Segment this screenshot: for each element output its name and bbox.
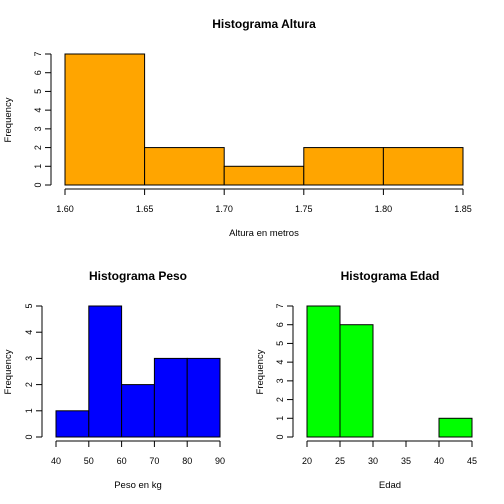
altura-y-tick-label: 4: [33, 108, 43, 113]
edad-y-tick-label: 0: [275, 434, 285, 439]
peso-y-tick-label: 4: [24, 330, 34, 335]
altura-bar: [382, 147, 464, 186]
edad-chart-title: Histograma Edad: [341, 269, 440, 283]
edad-y-tick-label: 5: [275, 341, 285, 346]
peso-histogram-panel: Histograma Peso Peso en kg Frequency 40 5…: [3, 269, 225, 491]
edad-y-axis-label: Frequency: [255, 349, 266, 394]
altura-y-tick-label: 3: [33, 126, 43, 131]
altura-histogram-panel: Histograma Altura Altura en metros Frequ…: [3, 17, 472, 239]
altura-y-axis-label: Frequency: [3, 97, 14, 142]
altura-x-tick-label: 1.80: [375, 204, 393, 214]
altura-x-axis: 1.60 1.65 1.70 1.75 1.80 1.85: [56, 188, 472, 214]
peso-x-tick-label: 90: [215, 456, 225, 466]
altura-x-tick-label: 1.60: [56, 204, 74, 214]
edad-bars: [306, 305, 473, 438]
peso-x-tick-label: 40: [51, 456, 61, 466]
peso-y-axis: 0 1 2 3 4 5: [24, 303, 43, 440]
edad-x-tick-label: 35: [401, 456, 411, 466]
altura-bars: [64, 53, 464, 186]
altura-x-tick-label: 1.85: [454, 204, 472, 214]
altura-y-tick-label: 6: [33, 70, 43, 75]
peso-x-tick-label: 70: [149, 456, 159, 466]
edad-histogram-panel: Histograma Edad Edad Frequency 20 25 30 35 4…: [255, 269, 477, 491]
altura-y-tick-label: 2: [33, 145, 43, 150]
altura-bar: [303, 147, 384, 186]
edad-bar: [339, 324, 374, 438]
edad-bar: [438, 417, 473, 438]
peso-x-tick-label: 50: [84, 456, 94, 466]
edad-x-axis-label: Edad: [379, 480, 401, 491]
edad-y-axis: 0 1 2 3 4 5 6 7: [275, 303, 294, 440]
peso-y-tick-label: 3: [24, 356, 34, 361]
altura-x-axis-label: Altura en metros: [229, 228, 299, 239]
peso-bar: [55, 410, 90, 438]
peso-y-tick-label: 2: [24, 382, 34, 387]
peso-bar: [186, 357, 221, 438]
edad-y-tick-label: 6: [275, 322, 285, 327]
peso-x-axis: 40 50 60 70 80 90: [51, 440, 225, 466]
peso-x-axis-label: Peso en kg: [114, 480, 162, 491]
altura-chart-title: Histograma Altura: [212, 17, 316, 31]
altura-y-tick-label: 0: [33, 182, 43, 187]
edad-x-tick-label: 45: [467, 456, 477, 466]
altura-x-tick-label: 1.70: [215, 204, 233, 214]
peso-y-axis-label: Frequency: [3, 349, 14, 394]
edad-y-tick-label: 4: [275, 360, 285, 365]
altura-y-tick-label: 1: [33, 164, 43, 169]
peso-x-tick-label: 60: [117, 456, 127, 466]
edad-x-tick-label: 20: [302, 456, 312, 466]
peso-bar: [121, 384, 155, 438]
edad-y-tick-label: 7: [275, 303, 285, 308]
edad-y-tick-label: 1: [275, 416, 285, 421]
altura-x-tick-label: 1.75: [295, 204, 313, 214]
peso-chart-title: Histograma Peso: [89, 269, 187, 283]
altura-y-axis: 0 1 2 3 4 5 6 7: [33, 51, 52, 188]
peso-y-tick-label: 5: [24, 303, 34, 308]
edad-x-tick-label: 40: [434, 456, 444, 466]
edad-x-axis: 20 25 30 35 40 45: [302, 440, 477, 466]
peso-bar: [88, 305, 123, 438]
peso-bar: [153, 357, 188, 438]
altura-y-tick-label: 7: [33, 51, 43, 56]
altura-x-tick-label: 1.65: [136, 204, 154, 214]
edad-x-tick-label: 30: [368, 456, 378, 466]
edad-y-tick-label: 2: [275, 397, 285, 402]
edad-bar: [306, 305, 341, 438]
altura-bar: [144, 147, 225, 186]
peso-bars: [55, 305, 221, 438]
altura-bar: [64, 53, 146, 186]
peso-y-tick-label: 0: [24, 434, 34, 439]
peso-y-tick-label: 1: [24, 408, 34, 413]
edad-y-tick-label: 3: [275, 378, 285, 383]
altura-y-tick-label: 5: [33, 89, 43, 94]
altura-bar: [223, 165, 305, 186]
peso-x-tick-label: 80: [182, 456, 192, 466]
edad-x-tick-label: 25: [335, 456, 345, 466]
